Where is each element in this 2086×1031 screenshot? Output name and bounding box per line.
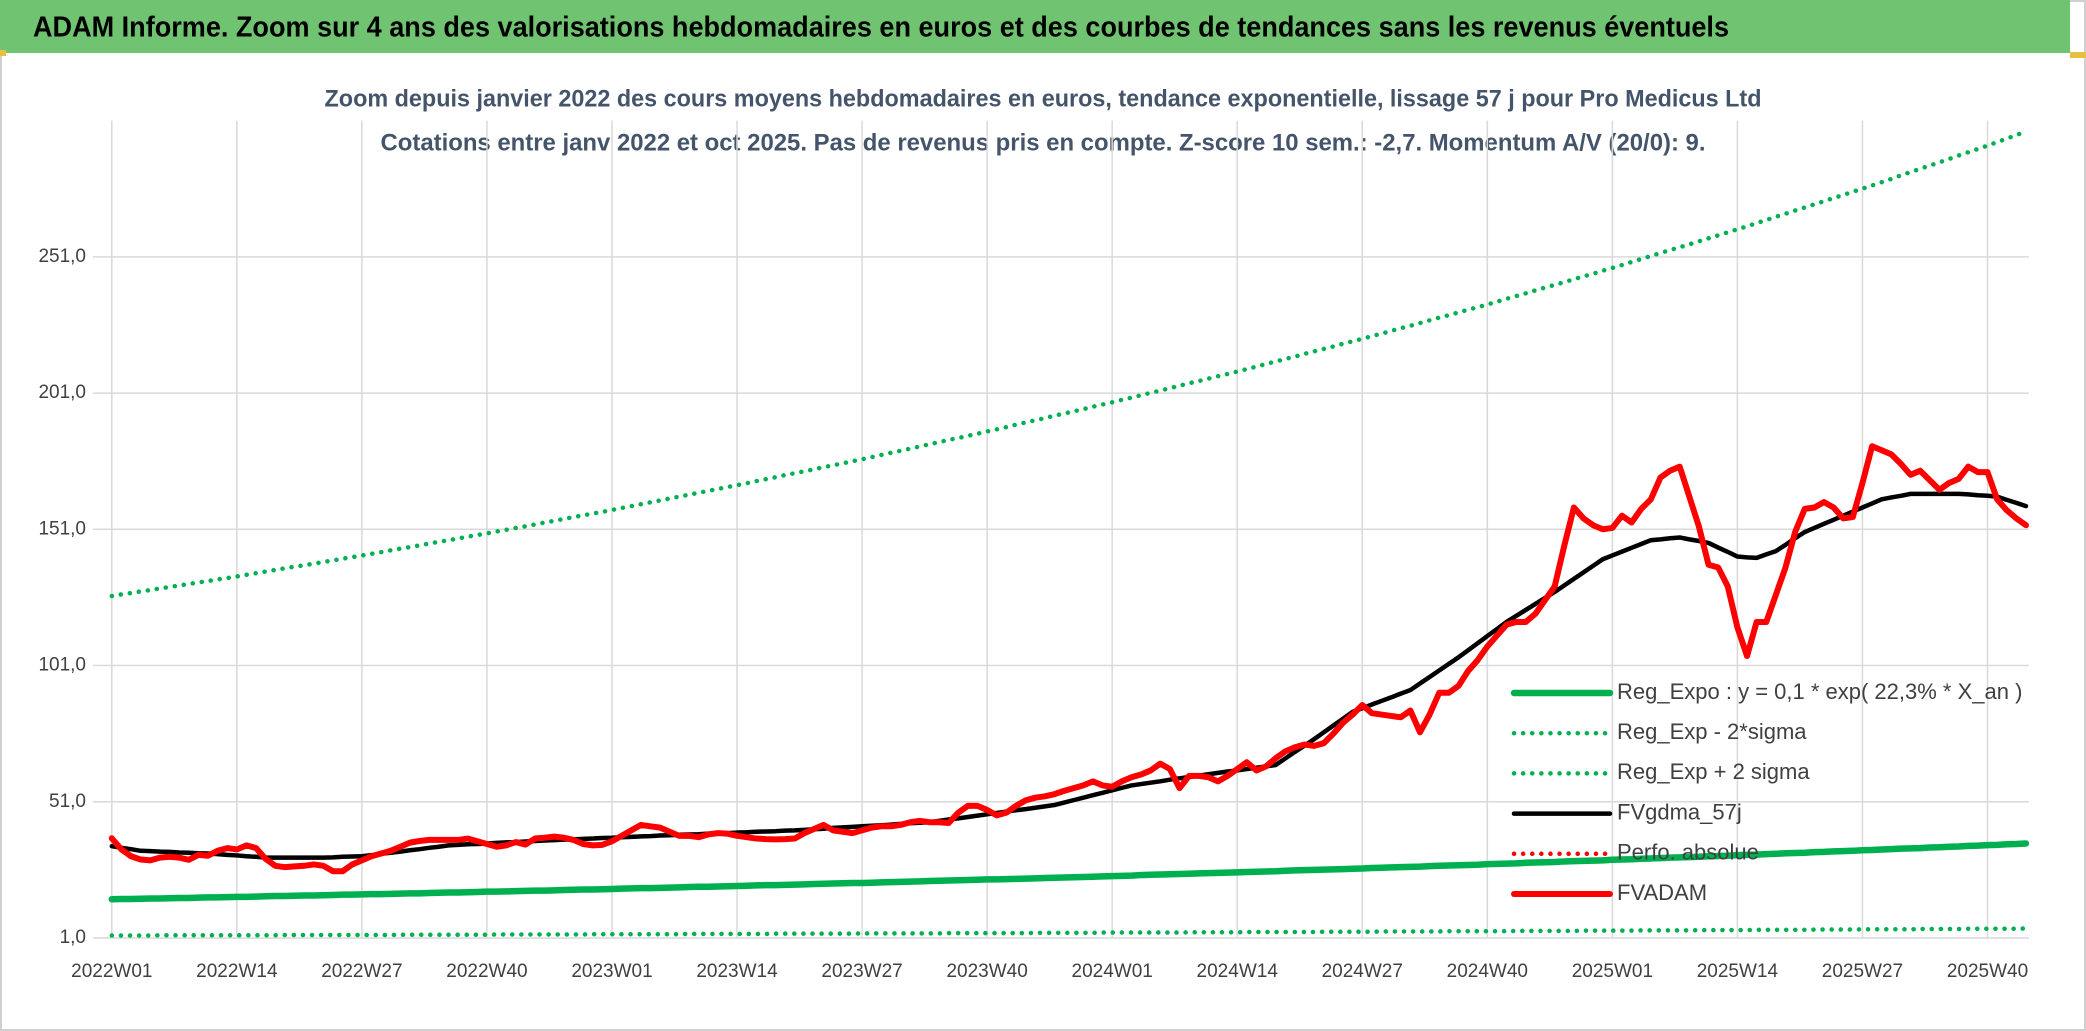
legend-label: Perfo. absolue (1617, 840, 1759, 865)
x-tick-label: 2025W01 (1572, 961, 1653, 982)
y-tick-label: 101,0 (38, 655, 86, 676)
y-tick-label: 1,0 (60, 927, 86, 948)
x-tick-label: 2022W01 (71, 961, 152, 982)
x-tick-label: 2024W14 (1197, 961, 1279, 982)
chart-subtitle: Cotations entre janv 2022 et oct 2025. P… (381, 129, 1706, 156)
x-tick-label: 2024W40 (1447, 961, 1528, 982)
x-tick-label: 2025W27 (1822, 961, 1903, 982)
x-tick-label: 2023W40 (946, 961, 1027, 982)
y-tick-label: 51,0 (49, 791, 86, 812)
legend-label: Reg_Exp - 2*sigma (1617, 719, 1807, 744)
legend: Reg_Expo : y = 0,1 * exp( 22,3% * X_an )… (1510, 679, 2022, 905)
y-tick-label: 201,0 (38, 382, 86, 403)
title-banner (0, 0, 2070, 53)
x-tick-label: 2024W27 (1322, 961, 1403, 982)
x-tick-label: 2023W01 (571, 961, 652, 982)
x-tick-label: 2024W01 (1072, 961, 1153, 982)
x-tick-label: 2022W14 (196, 961, 278, 982)
y-tick-label: 251,0 (38, 246, 86, 267)
plot-lines (108, 129, 2030, 938)
series-line (108, 443, 2029, 875)
banner-corner (2070, 52, 2086, 58)
series-line (109, 926, 2029, 938)
grid: 1,0 51,0 101,0 151,0 201,0 251,0 2022W01 2022W1… (38, 120, 2029, 982)
x-tick-label: 2025W40 (1947, 961, 2028, 982)
y-tick-label: 151,0 (38, 518, 86, 539)
series-line (109, 491, 2029, 860)
chart-subtitle: Zoom depuis janvier 2022 des cours moyen… (325, 85, 1762, 112)
banner-corner (0, 50, 6, 56)
x-tick-label: 2022W40 (446, 961, 527, 982)
x-tick-label: 2023W14 (696, 961, 778, 982)
legend-label: FVADAM (1617, 880, 1707, 905)
x-tick-label: 2022W27 (321, 961, 402, 982)
x-tick-label: 2023W27 (821, 961, 902, 982)
series-line (108, 840, 2030, 903)
legend-label: Reg_Exp + 2 sigma (1617, 759, 1810, 784)
x-tick-label: 2025W14 (1697, 961, 1779, 982)
series-line (109, 129, 2029, 599)
chart-title: ADAM Informe. Zoom sur 4 ans des valoris… (33, 12, 1729, 44)
legend-label: FVgdma_57j (1617, 799, 1742, 824)
legend-label: Reg_Expo : y = 0,1 * exp( 22,3% * X_an ) (1617, 679, 2022, 704)
